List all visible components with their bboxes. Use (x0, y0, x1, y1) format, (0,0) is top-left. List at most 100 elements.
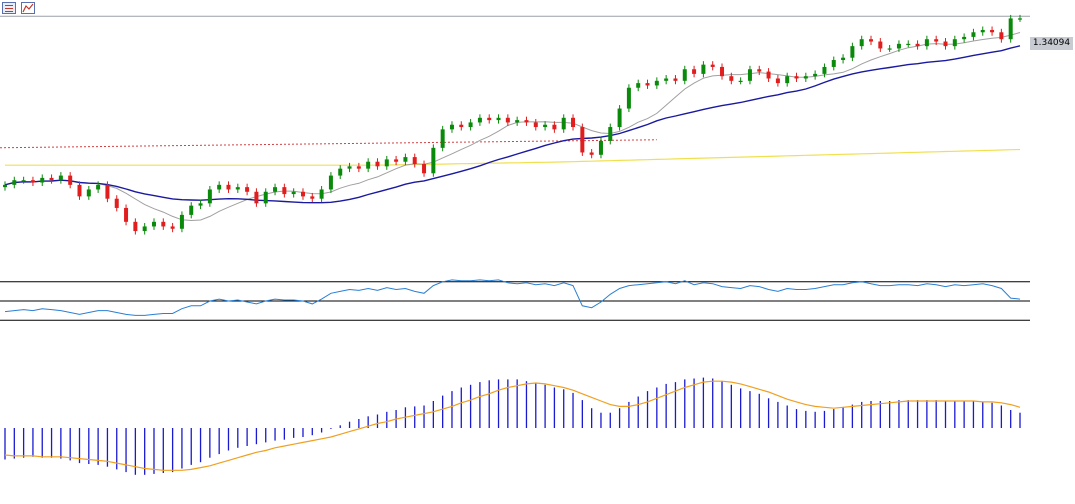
rsi-pane (0, 279, 1030, 321)
candle-body (682, 69, 687, 81)
ma-mid-line (4, 45, 1021, 204)
candle-body (999, 32, 1004, 40)
chart-properties-icon[interactable] (21, 2, 35, 14)
candle-body (505, 117, 510, 123)
candle-body (21, 180, 26, 182)
candle-body (384, 159, 389, 167)
candle-body (291, 191, 296, 195)
candle-body (403, 157, 408, 162)
candle-body (366, 161, 371, 169)
candle-body (813, 73, 818, 77)
candle-body (543, 124, 548, 128)
candle-body (226, 184, 231, 190)
candle-body (422, 164, 427, 174)
candle-body (617, 108, 622, 128)
candle-body (49, 177, 54, 181)
rsi-line (4, 279, 1021, 316)
candle-body (775, 78, 780, 84)
candle-body (105, 184, 110, 199)
candle-body (12, 180, 17, 185)
candle-body (124, 207, 129, 222)
candle-body (431, 147, 436, 174)
ma-fast-line (4, 32, 1021, 222)
candle-body (114, 198, 119, 208)
candle-body (608, 127, 613, 141)
candle-body (338, 168, 343, 176)
candle-body (254, 191, 259, 204)
candle-body (598, 140, 603, 155)
candle-body (347, 166, 352, 169)
candle-body (589, 152, 594, 155)
candle-body (850, 46, 855, 58)
candle-body (841, 57, 846, 61)
candle-body (300, 191, 305, 197)
candle-body (571, 117, 576, 128)
candle-body (496, 117, 501, 121)
candle-body (235, 187, 240, 190)
ma-slow-line (5, 148, 1021, 166)
candle-body (971, 32, 976, 37)
candle-body (710, 64, 715, 67)
candle-body (720, 66, 725, 77)
candle-body (934, 39, 939, 42)
candle-body (273, 187, 278, 192)
candle-body (654, 80, 659, 86)
candle-body (468, 122, 473, 128)
macd-signal-line (4, 380, 1021, 471)
candle-body (887, 48, 892, 50)
candle-body (1008, 18, 1013, 40)
candle-body (310, 196, 315, 199)
candle-body (328, 175, 333, 190)
candle-body (757, 69, 762, 72)
candle-body (831, 60, 836, 67)
candle-body (952, 39, 957, 47)
candle-body (906, 43, 911, 46)
candle-body (198, 203, 203, 206)
candle-body (245, 187, 250, 192)
candle-body (263, 191, 268, 204)
candle-body (943, 41, 948, 47)
candle-body (515, 120, 520, 123)
candle-body (96, 184, 101, 190)
candle-body (1018, 18, 1022, 20)
candle-body (869, 39, 874, 42)
candle-body (803, 76, 808, 79)
candle-body (459, 124, 464, 128)
candle-body (580, 127, 585, 153)
candle-body (142, 226, 147, 232)
candle-body (636, 83, 641, 88)
candle-body (673, 78, 678, 81)
candle-body (552, 124, 557, 130)
candle-body (3, 184, 7, 188)
candle-body (487, 117, 492, 121)
candle-body (440, 129, 445, 148)
dotted-level-line (0, 139, 657, 149)
candle-body (729, 76, 734, 81)
candle-body (915, 43, 920, 47)
candle-body (626, 87, 631, 109)
candle-body (561, 117, 566, 130)
candle-body (40, 177, 45, 183)
candle-body (30, 180, 35, 183)
candle-body (785, 76, 790, 84)
candle-body (477, 117, 482, 123)
candle-body (375, 161, 380, 167)
candle-body (692, 69, 697, 74)
candle-body (189, 205, 194, 215)
candle-body (962, 36, 967, 40)
candle-body (217, 184, 222, 190)
candle-body (179, 214, 184, 229)
candle-body (77, 184, 82, 197)
candle-body (859, 39, 864, 47)
candle-body (924, 39, 929, 47)
candle-body (161, 221, 166, 227)
candle-body (356, 166, 361, 169)
list-layout-icon[interactable] (2, 2, 16, 14)
candle-body (412, 157, 417, 165)
price-pane (0, 14, 1030, 235)
candle-body (645, 83, 650, 86)
candle-body (794, 76, 799, 79)
macd-pane (4, 377, 1021, 475)
candle-body (747, 69, 752, 81)
